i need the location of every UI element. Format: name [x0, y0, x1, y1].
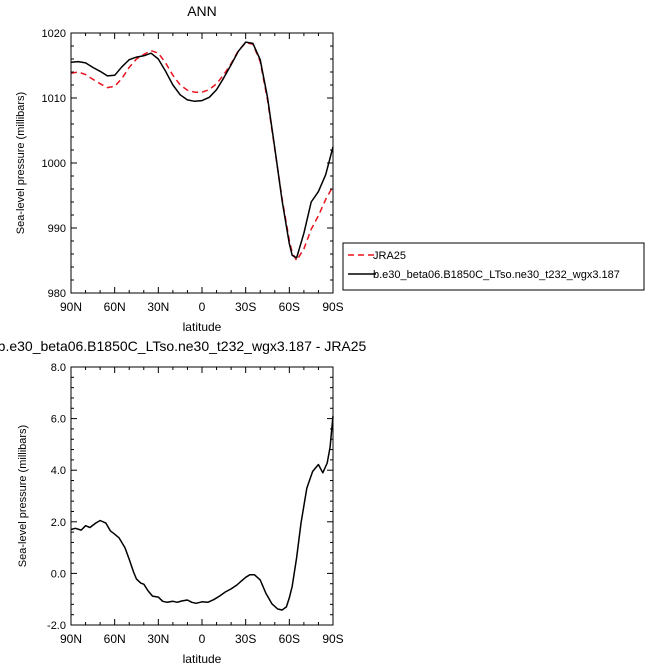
bottom-plot-frame [70, 366, 334, 626]
top-x-tick-label: 90N [60, 300, 82, 314]
top-x-tick-label: 90S [322, 300, 343, 314]
top-y-tick-label: 990 [48, 223, 66, 235]
top-x-tick-label: 60N [104, 300, 126, 314]
bottom-series-line-0 [70, 415, 334, 611]
bottom-y-tick-label: 0.0 [51, 568, 66, 580]
top-y-tick-label: 1000 [42, 158, 66, 170]
bottom-x-tick-label: 90N [60, 632, 82, 646]
top-series-group [70, 41, 334, 262]
bottom-x-tick-label: 0 [199, 632, 206, 646]
legend: JRA25 b.e30_beta06.B1850C_LTso.ne30_t232… [342, 242, 645, 291]
legend-box [342, 242, 645, 291]
top-y-tick-label: 1010 [42, 93, 66, 105]
bottom-series-group [70, 415, 334, 611]
top-plot-frame [70, 32, 334, 294]
bottom-x-tick-label: 30N [147, 632, 169, 646]
top-panel: ANN 90N 60N 30N 0 30S 60S 90S 980 990 1000 1010 102… [15, 3, 645, 334]
bottom-x-tick-label: 60N [104, 632, 126, 646]
bottom-x-tick-label: 30S [235, 632, 256, 646]
bottom-y-tick-label: 6.0 [51, 414, 66, 426]
bottom-title: b.e30_beta06.B1850C_LTso.ne30_t232_wgx3.… [0, 338, 367, 354]
top-x-tick-label: 30N [147, 300, 169, 314]
bottom-panel: b.e30_beta06.B1850C_LTso.ne30_t232_wgx3.… [0, 338, 367, 666]
bottom-y-tick-label: 2.0 [51, 517, 66, 529]
top-x-tick-label: 30S [235, 300, 256, 314]
bottom-x-axis-label: latitude [183, 652, 222, 666]
top-x-tick-label: 60S [279, 300, 300, 314]
legend-label-model: b.e30_beta06.B1850C_LTso.ne30_t232_wgx3.… [373, 269, 620, 281]
legend-label-jra25: JRA25 [373, 250, 406, 262]
bottom-y-tick-label: -2.0 [47, 620, 66, 632]
top-y-axis-label: Sea-level pressure (millibars) [15, 92, 27, 234]
top-y-tick-label: 980 [48, 288, 66, 300]
bottom-ticks: 90N 60N 30N 0 30S 60S 90S -2.0 0.0 2.0 4.0 6.0 8.0 [47, 362, 344, 646]
top-series-line-1 [70, 41, 334, 259]
top-ticks: 90N 60N 30N 0 30S 60S 90S 980 990 1000 1010 1020 [42, 28, 344, 314]
bottom-x-tick-label: 60S [279, 632, 300, 646]
bottom-y-axis-label: Sea-level pressure (millibars) [17, 425, 29, 567]
top-y-tick-label: 1020 [42, 28, 66, 40]
top-x-tick-label: 0 [199, 300, 206, 314]
top-x-axis-label: latitude [183, 320, 222, 334]
top-title: ANN [187, 3, 217, 19]
bottom-x-tick-label: 90S [322, 632, 343, 646]
bottom-y-tick-label: 4.0 [51, 465, 66, 477]
bottom-y-tick-label: 8.0 [51, 362, 66, 374]
